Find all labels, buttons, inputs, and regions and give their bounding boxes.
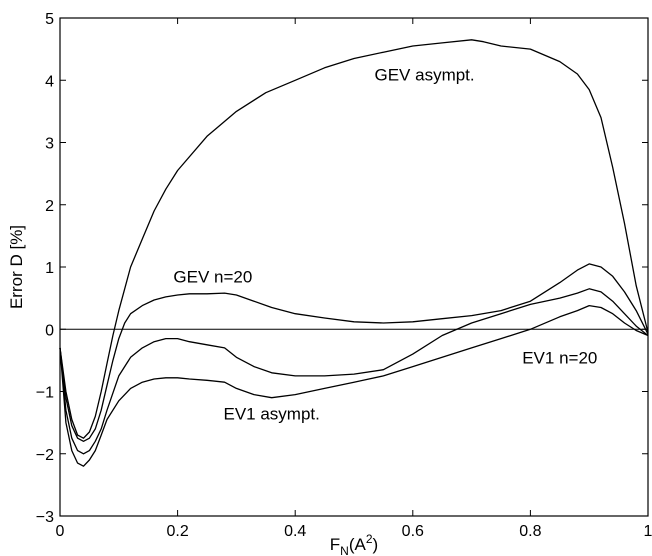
- x-axis-label-close: ): [373, 535, 379, 554]
- x-axis-label-sup: 2: [366, 532, 373, 546]
- y-tick-label: 4: [45, 73, 54, 90]
- series-lines: [59, 39, 649, 467]
- x-axis-label-main: F: [330, 535, 340, 554]
- y-tick-label: −2: [36, 447, 54, 464]
- annotations: GEV asympt. GEV n=20 EV1 n=20 EV1 asympt.: [173, 65, 597, 423]
- y-axis-label: Error D [%]: [7, 225, 26, 309]
- y-tick-label: 2: [45, 198, 54, 215]
- x-axis-label-sub: N: [340, 544, 349, 556]
- annotation-label: EV1 asympt.: [223, 405, 319, 424]
- series-line-4: [59, 304, 649, 467]
- x-tick-label: 0.2: [166, 523, 188, 540]
- annotation-label: GEV asympt.: [374, 65, 474, 84]
- y-tick-label: −1: [36, 385, 54, 402]
- x-axis-label-paren: (A: [349, 535, 367, 554]
- annotation-label: GEV n=20: [173, 268, 252, 287]
- x-axis-label: FN(A2): [330, 532, 378, 556]
- series-line-3: [59, 288, 649, 455]
- x-tick-label: 1: [644, 523, 652, 540]
- axis-ticks: 0 0.2 0.4 0.6 0.8 1 −3 −2 −1 0 1 2 3 4 5: [36, 11, 652, 540]
- x-tick-label: 0.8: [519, 523, 541, 540]
- series-line-1: [59, 39, 649, 439]
- y-tick-label: −3: [36, 509, 54, 526]
- y-tick-label: 5: [45, 11, 54, 28]
- x-tick-label: 0.4: [284, 523, 306, 540]
- y-tick-label: 0: [45, 322, 54, 339]
- y-tick-label: 3: [45, 136, 54, 153]
- series-line-2: [59, 263, 649, 442]
- x-tick-label: 0.6: [402, 523, 424, 540]
- plot-frame: [59, 17, 649, 517]
- y-tick-label: 1: [45, 260, 54, 277]
- annotation-label: EV1 n=20: [522, 348, 597, 367]
- x-tick-label: 0: [56, 523, 65, 540]
